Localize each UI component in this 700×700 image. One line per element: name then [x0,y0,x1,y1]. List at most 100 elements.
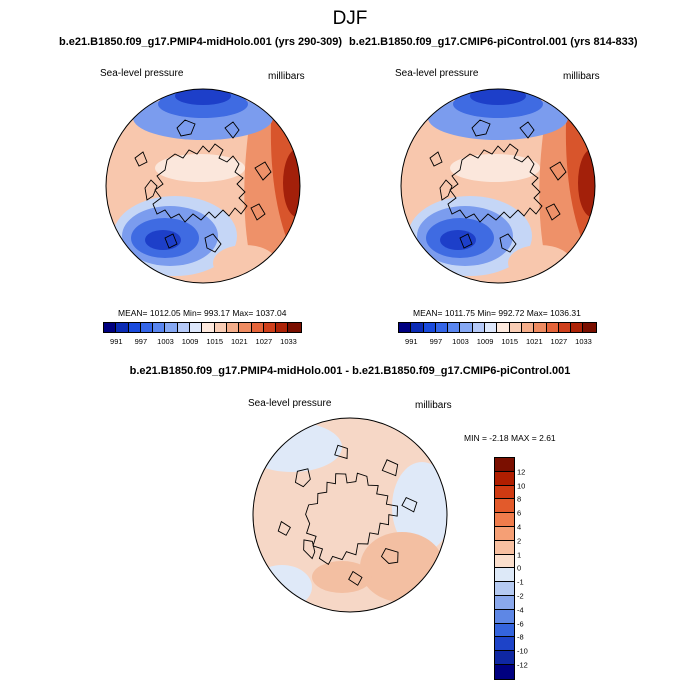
colorbar-tick-label: -12 [517,660,528,670]
colorbar-tick-label: 1033 [575,337,592,346]
colorbar-tick-label: -1 [517,577,524,587]
colorbar-swatch [435,323,449,332]
difference-panel-title: b.e21.B1850.f09_g17.PMIP4-midHolo.001 - … [129,365,571,377]
colorbar-tick-label: 1021 [525,337,543,346]
colorbar-swatch [276,323,289,332]
colorbar-swatch [423,323,436,332]
colorbar-tick-label: 0 [517,563,522,573]
colorbar-swatch [495,609,514,624]
colorbar-tick-label: 1033 [280,337,297,346]
colorbar-tick-label: 1027 [550,337,568,346]
negative-anomaly-sw [253,565,312,609]
colorbar-tick-label: 991 [110,337,123,346]
figure-title: DJF [332,8,368,29]
panel-b-colorbar [398,322,597,333]
colorbar-tick-label: 1015 [501,337,519,346]
colorbar-swatch [495,499,514,514]
colorbar-tick-label: 2 [517,536,522,546]
negative-anomaly-east [392,462,447,552]
map-border [400,88,596,284]
negative-anomaly-nw [253,422,342,472]
colorbar-swatch [558,323,572,332]
colorbar-tick-label: -2 [517,591,524,601]
colorbar-swatch [104,323,117,332]
colorbar-swatch [495,458,514,472]
arctic-neutral [155,154,245,182]
colorbar-swatch [165,323,178,332]
panel-b-stats: MEAN= 1011.75 Min= 992.72 Max= 1036.31 [413,308,581,318]
diff-stats: MIN = -2.18 MAX = 2.61 [464,433,556,443]
colorbar-tick-label: -10 [517,646,528,656]
colorbar-swatch [495,651,514,665]
colorbar-swatch [226,323,240,332]
colorbar-tick-label: 1027 [255,337,273,346]
colorbar-swatch [239,323,252,332]
coastline [277,444,418,586]
colorbar-swatch [128,323,141,332]
colorbar-swatch [288,323,301,332]
colorbar-tick-label: 1003 [157,337,174,346]
high-pressure-max [578,149,595,217]
colorbar-swatch [583,323,596,332]
colorbar-tick-label: 1015 [206,337,224,346]
arctic-neutral [450,154,540,182]
colorbar-swatch [495,540,514,555]
colorbar-tick-label: 991 [405,337,418,346]
colorbar-swatch [190,323,203,332]
colorbar-swatch [263,323,277,332]
colorbar-swatch [495,637,514,652]
map-border [105,88,301,284]
colorbar-swatch [571,323,584,332]
panel-b-variable-label: Sea-level pressure [395,68,479,79]
colorbar-swatch [411,323,424,332]
siberian-high [213,245,277,281]
colorbar-swatch [214,323,227,332]
coastline [429,119,567,253]
colorbar-swatch [546,323,559,332]
panel-a-case-title: b.e21.B1850.f09_g17.PMIP4-midHolo.001 (y… [59,36,343,48]
colorbar-tick-label: 4 [517,522,522,532]
colorbar-swatch [251,323,264,332]
colorbar-tick-label: -4 [517,605,524,615]
panel-a-polar-map [105,88,301,284]
colorbar-swatch [116,323,129,332]
diff-units-label: millibars [415,400,452,411]
colorbar-swatch [495,582,514,596]
colorbar-tick-label: 10 [517,481,526,491]
colorbar-tick-label: 1009 [476,337,494,346]
pacific-low-core [470,89,526,105]
colorbar-swatch [140,323,154,332]
colorbar-swatch [177,323,191,332]
colorbar-swatch [495,623,514,638]
high-pressure-max [283,149,300,217]
colorbar-tick-label: 997 [429,337,443,346]
diff-colorbar [494,457,515,680]
colorbar-swatch [495,554,514,569]
colorbar-swatch [509,323,522,332]
colorbar-swatch [497,323,510,332]
colorbar-swatch [153,323,166,332]
positive-anomaly-s [312,561,372,593]
colorbar-swatch [485,323,498,332]
colorbar-swatch [495,485,514,500]
colorbar-tick-label: 1021 [230,337,248,346]
difference-polar-map [252,417,448,613]
panel-a-stats: MEAN= 1012.05 Min= 993.17 Max= 1037.04 [118,308,287,318]
colorbar-swatch [534,323,547,332]
colorbar-swatch [521,323,535,332]
colorbar-swatch [202,323,215,332]
colorbar-tick-label: -6 [517,619,524,629]
colorbar-tick-label: -8 [517,632,524,642]
colorbar-swatch [495,595,514,610]
colorbar-swatch [399,323,412,332]
colorbar-tick-label: 1 [517,550,522,560]
colorbar-tick-label: 8 [517,494,522,504]
colorbar-tick-label: 6 [517,508,522,518]
map-field [253,418,447,612]
colorbar-swatch [495,664,514,679]
colorbar-tick-label: 12 [517,467,526,477]
panel-b-case-title: b.e21.B1850.f09_g17.CMIP6-piControl.001 … [349,36,638,48]
panel-b-polar-map [400,88,596,284]
map-border [252,417,448,613]
panel-a-colorbar [103,322,302,333]
